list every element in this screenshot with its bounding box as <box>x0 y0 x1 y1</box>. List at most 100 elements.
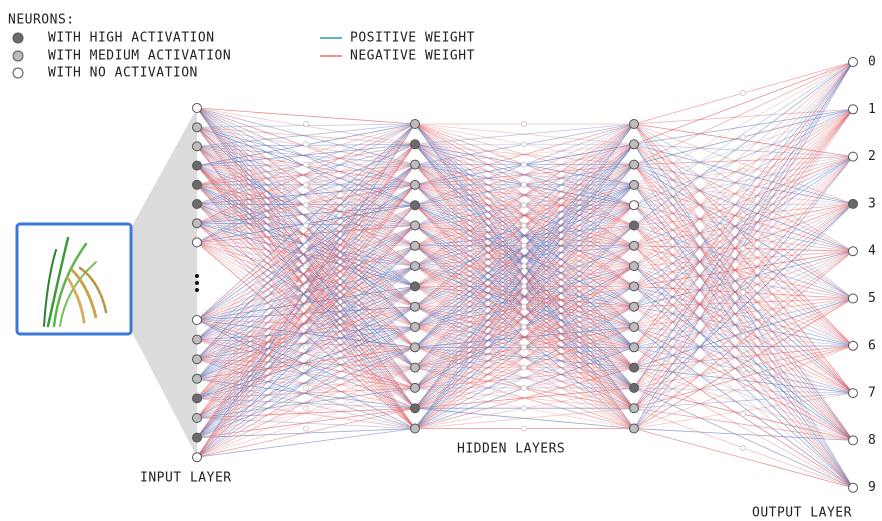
connection <box>634 327 853 488</box>
output-neuron <box>849 436 858 445</box>
connection <box>634 157 853 287</box>
input-neuron <box>193 316 202 325</box>
relay-node <box>304 243 309 248</box>
hidden-neuron <box>630 282 639 291</box>
input-neuron <box>193 200 202 209</box>
output-label: 9 <box>868 480 876 495</box>
relay-node <box>522 182 527 187</box>
hidden-neuron <box>411 120 420 129</box>
connection <box>634 368 853 441</box>
connection <box>634 429 853 441</box>
input-neuron <box>193 433 202 442</box>
relay-node <box>522 365 527 370</box>
relay-node <box>304 264 309 269</box>
input-neuron <box>193 219 202 228</box>
relay-node <box>304 122 309 127</box>
connection <box>634 388 853 488</box>
relay-node <box>304 284 309 289</box>
relay-node <box>304 304 309 309</box>
relay-node <box>522 223 527 228</box>
hidden-neuron <box>411 282 420 291</box>
output-label: 7 <box>868 386 876 401</box>
output-label: 4 <box>868 244 876 259</box>
input-neuron <box>193 355 202 364</box>
relay-node <box>741 368 746 373</box>
connection <box>634 388 853 393</box>
output-neuron <box>849 105 858 114</box>
legend-none <box>13 68 23 78</box>
output-neuron <box>849 247 858 256</box>
hidden-neuron <box>630 302 639 311</box>
output-neuron <box>849 341 858 350</box>
input-neuron <box>193 104 202 113</box>
input-neuron <box>193 374 202 383</box>
input-projection <box>132 108 197 457</box>
output-label: 8 <box>868 433 876 448</box>
input-neuron <box>193 335 202 344</box>
hidden-neuron <box>630 140 639 149</box>
output-neuron <box>849 389 858 398</box>
hidden-neuron <box>630 323 639 332</box>
hidden-neuron <box>411 262 420 271</box>
relay-node <box>741 246 746 251</box>
relay-node <box>304 365 309 370</box>
hidden-neuron <box>630 363 639 372</box>
relay-node <box>304 203 309 208</box>
hidden-neuron <box>411 201 420 210</box>
relay-node <box>741 212 746 217</box>
input-neuron <box>193 142 202 151</box>
relay-node <box>741 134 746 139</box>
output-neuron <box>849 152 858 161</box>
hidden-neuron <box>411 241 420 250</box>
relay-node <box>522 264 527 269</box>
output-label: 5 <box>868 291 876 306</box>
hidden-neuron <box>630 383 639 392</box>
hidden-neuron <box>630 180 639 189</box>
relay-node <box>304 345 309 350</box>
input-neuron <box>193 453 202 462</box>
output-label: 6 <box>868 338 876 353</box>
hidden-neuron <box>411 363 420 372</box>
input-neuron <box>193 414 202 423</box>
input-neuron <box>193 394 202 403</box>
relay-node <box>741 91 746 96</box>
relay-node <box>304 142 309 147</box>
relay-node <box>522 284 527 289</box>
connection <box>634 347 853 440</box>
hidden-neuron <box>630 201 639 210</box>
hidden-neuron <box>411 302 420 311</box>
input-image <box>17 224 131 334</box>
legend-item: WITH HIGH ACTIVATION <box>48 31 215 46</box>
hidden-neuron <box>630 424 639 433</box>
output-neuron <box>849 483 858 492</box>
connection <box>634 62 853 205</box>
legend-item: POSITIVE WEIGHT <box>350 31 475 46</box>
ellipsis <box>195 274 199 292</box>
output-label: 1 <box>868 102 876 117</box>
relay-node <box>304 182 309 187</box>
connection <box>634 368 853 488</box>
connection <box>634 346 853 388</box>
hidden-neuron <box>411 343 420 352</box>
relay-node <box>522 243 527 248</box>
relay-node <box>741 334 746 339</box>
relay-node <box>522 122 527 127</box>
relay-node <box>741 445 746 450</box>
relay-node <box>522 203 527 208</box>
legend-medium <box>13 51 23 61</box>
hidden-neuron <box>411 383 420 392</box>
input-neuron <box>193 180 202 189</box>
relay-node <box>522 304 527 309</box>
hidden-neuron <box>411 160 420 169</box>
relay-node <box>304 325 309 330</box>
input-neuron <box>193 161 202 170</box>
output-label: 2 <box>868 149 876 164</box>
relay-node <box>304 223 309 228</box>
layer-label: OUTPUT LAYER <box>752 506 852 521</box>
relay-node <box>522 385 527 390</box>
legend-item: WITH MEDIUM ACTIVATION <box>48 49 231 64</box>
output-label: 3 <box>868 196 876 211</box>
relay-node <box>304 162 309 167</box>
input-neuron <box>193 238 202 247</box>
legend-high <box>13 33 23 43</box>
